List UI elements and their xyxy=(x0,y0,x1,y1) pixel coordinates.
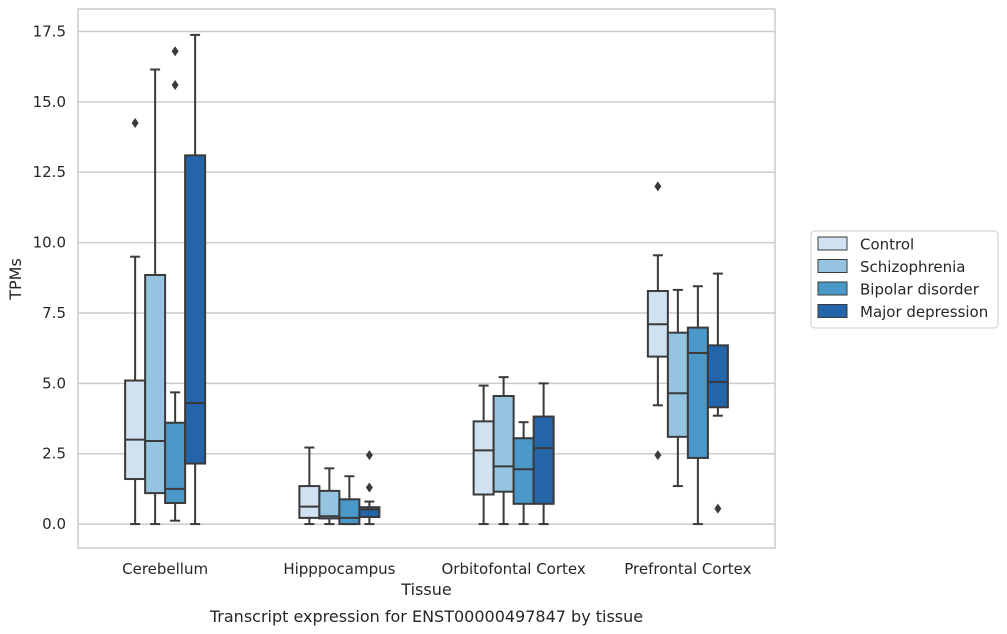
box xyxy=(124,379,147,481)
box-group xyxy=(532,382,555,526)
box-group xyxy=(358,450,381,526)
box-group xyxy=(124,117,147,526)
box xyxy=(338,498,361,526)
x-tick-label: Cerebellum xyxy=(122,560,208,578)
y-tick-label: 5.0 xyxy=(42,374,66,392)
box xyxy=(184,154,207,465)
legend-label: Bipolar disorder xyxy=(860,281,980,299)
box-group xyxy=(338,475,361,526)
legend-swatch xyxy=(817,281,848,296)
box-group xyxy=(666,288,689,488)
legend-swatch xyxy=(817,236,848,251)
outlier-point xyxy=(714,503,722,514)
y-tick-label: 0.0 xyxy=(42,515,66,533)
legend: Control Schizophrenia Bipolar disorder Majo… xyxy=(810,230,999,329)
box xyxy=(164,421,187,504)
box xyxy=(492,395,515,493)
legend-swatch xyxy=(817,259,848,273)
x-tick-label: Hipppocampus xyxy=(283,560,395,578)
boxes xyxy=(124,33,729,526)
box-group xyxy=(164,46,187,522)
box-group xyxy=(492,376,515,526)
x-axis-ticks: Cerebellum Hipppocampus Orbitofontal Corte… xyxy=(122,560,751,578)
box xyxy=(318,489,341,520)
y-tick-label: 15.0 xyxy=(33,93,66,111)
box-group xyxy=(512,421,535,526)
outlier-point xyxy=(171,46,179,57)
box xyxy=(512,437,535,505)
outlier-point xyxy=(654,450,662,461)
outlier-point xyxy=(131,117,139,128)
x-tick-label: Orbitofontal Cortex xyxy=(442,560,586,578)
box xyxy=(532,415,555,505)
x-tick-label: Prefrontal Cortex xyxy=(624,560,751,578)
y-tick-label: 2.5 xyxy=(42,445,66,463)
box xyxy=(666,331,689,438)
box-group xyxy=(472,384,495,526)
legend-frame xyxy=(810,230,999,329)
outlier-point xyxy=(654,181,662,192)
box-group xyxy=(706,272,729,514)
box xyxy=(706,344,729,409)
y-axis-ticks: 0.0 2.5 5.0 7.5 10.0 12.5 15.0 17.5 xyxy=(33,23,66,534)
y-tick-label: 17.5 xyxy=(33,23,66,41)
box xyxy=(686,326,709,459)
plot-area-frame xyxy=(77,8,776,549)
y-tick-label: 12.5 xyxy=(33,163,66,181)
y-axis-label: TPMs xyxy=(6,258,25,301)
chart-caption: Transcript expression for ENST0000049784… xyxy=(209,607,643,626)
box xyxy=(358,506,381,519)
box-group xyxy=(686,285,709,526)
legend-label: Major depression xyxy=(860,303,988,321)
x-axis-label: Tissue xyxy=(400,580,451,599)
box-group xyxy=(318,467,341,526)
box-group xyxy=(184,33,207,526)
box-group xyxy=(646,181,669,461)
legend-label: Schizophrenia xyxy=(860,258,965,276)
box xyxy=(298,485,321,519)
box xyxy=(472,420,495,496)
outlier-point xyxy=(365,482,373,493)
outlier-point xyxy=(171,79,179,90)
legend-label: Control xyxy=(860,236,914,254)
y-tick-label: 10.0 xyxy=(33,234,66,252)
box-group xyxy=(298,446,321,526)
outlier-point xyxy=(365,450,373,461)
box xyxy=(144,273,167,495)
box-group xyxy=(144,68,167,526)
legend-swatch xyxy=(817,304,848,318)
y-tick-label: 7.5 xyxy=(42,304,66,322)
